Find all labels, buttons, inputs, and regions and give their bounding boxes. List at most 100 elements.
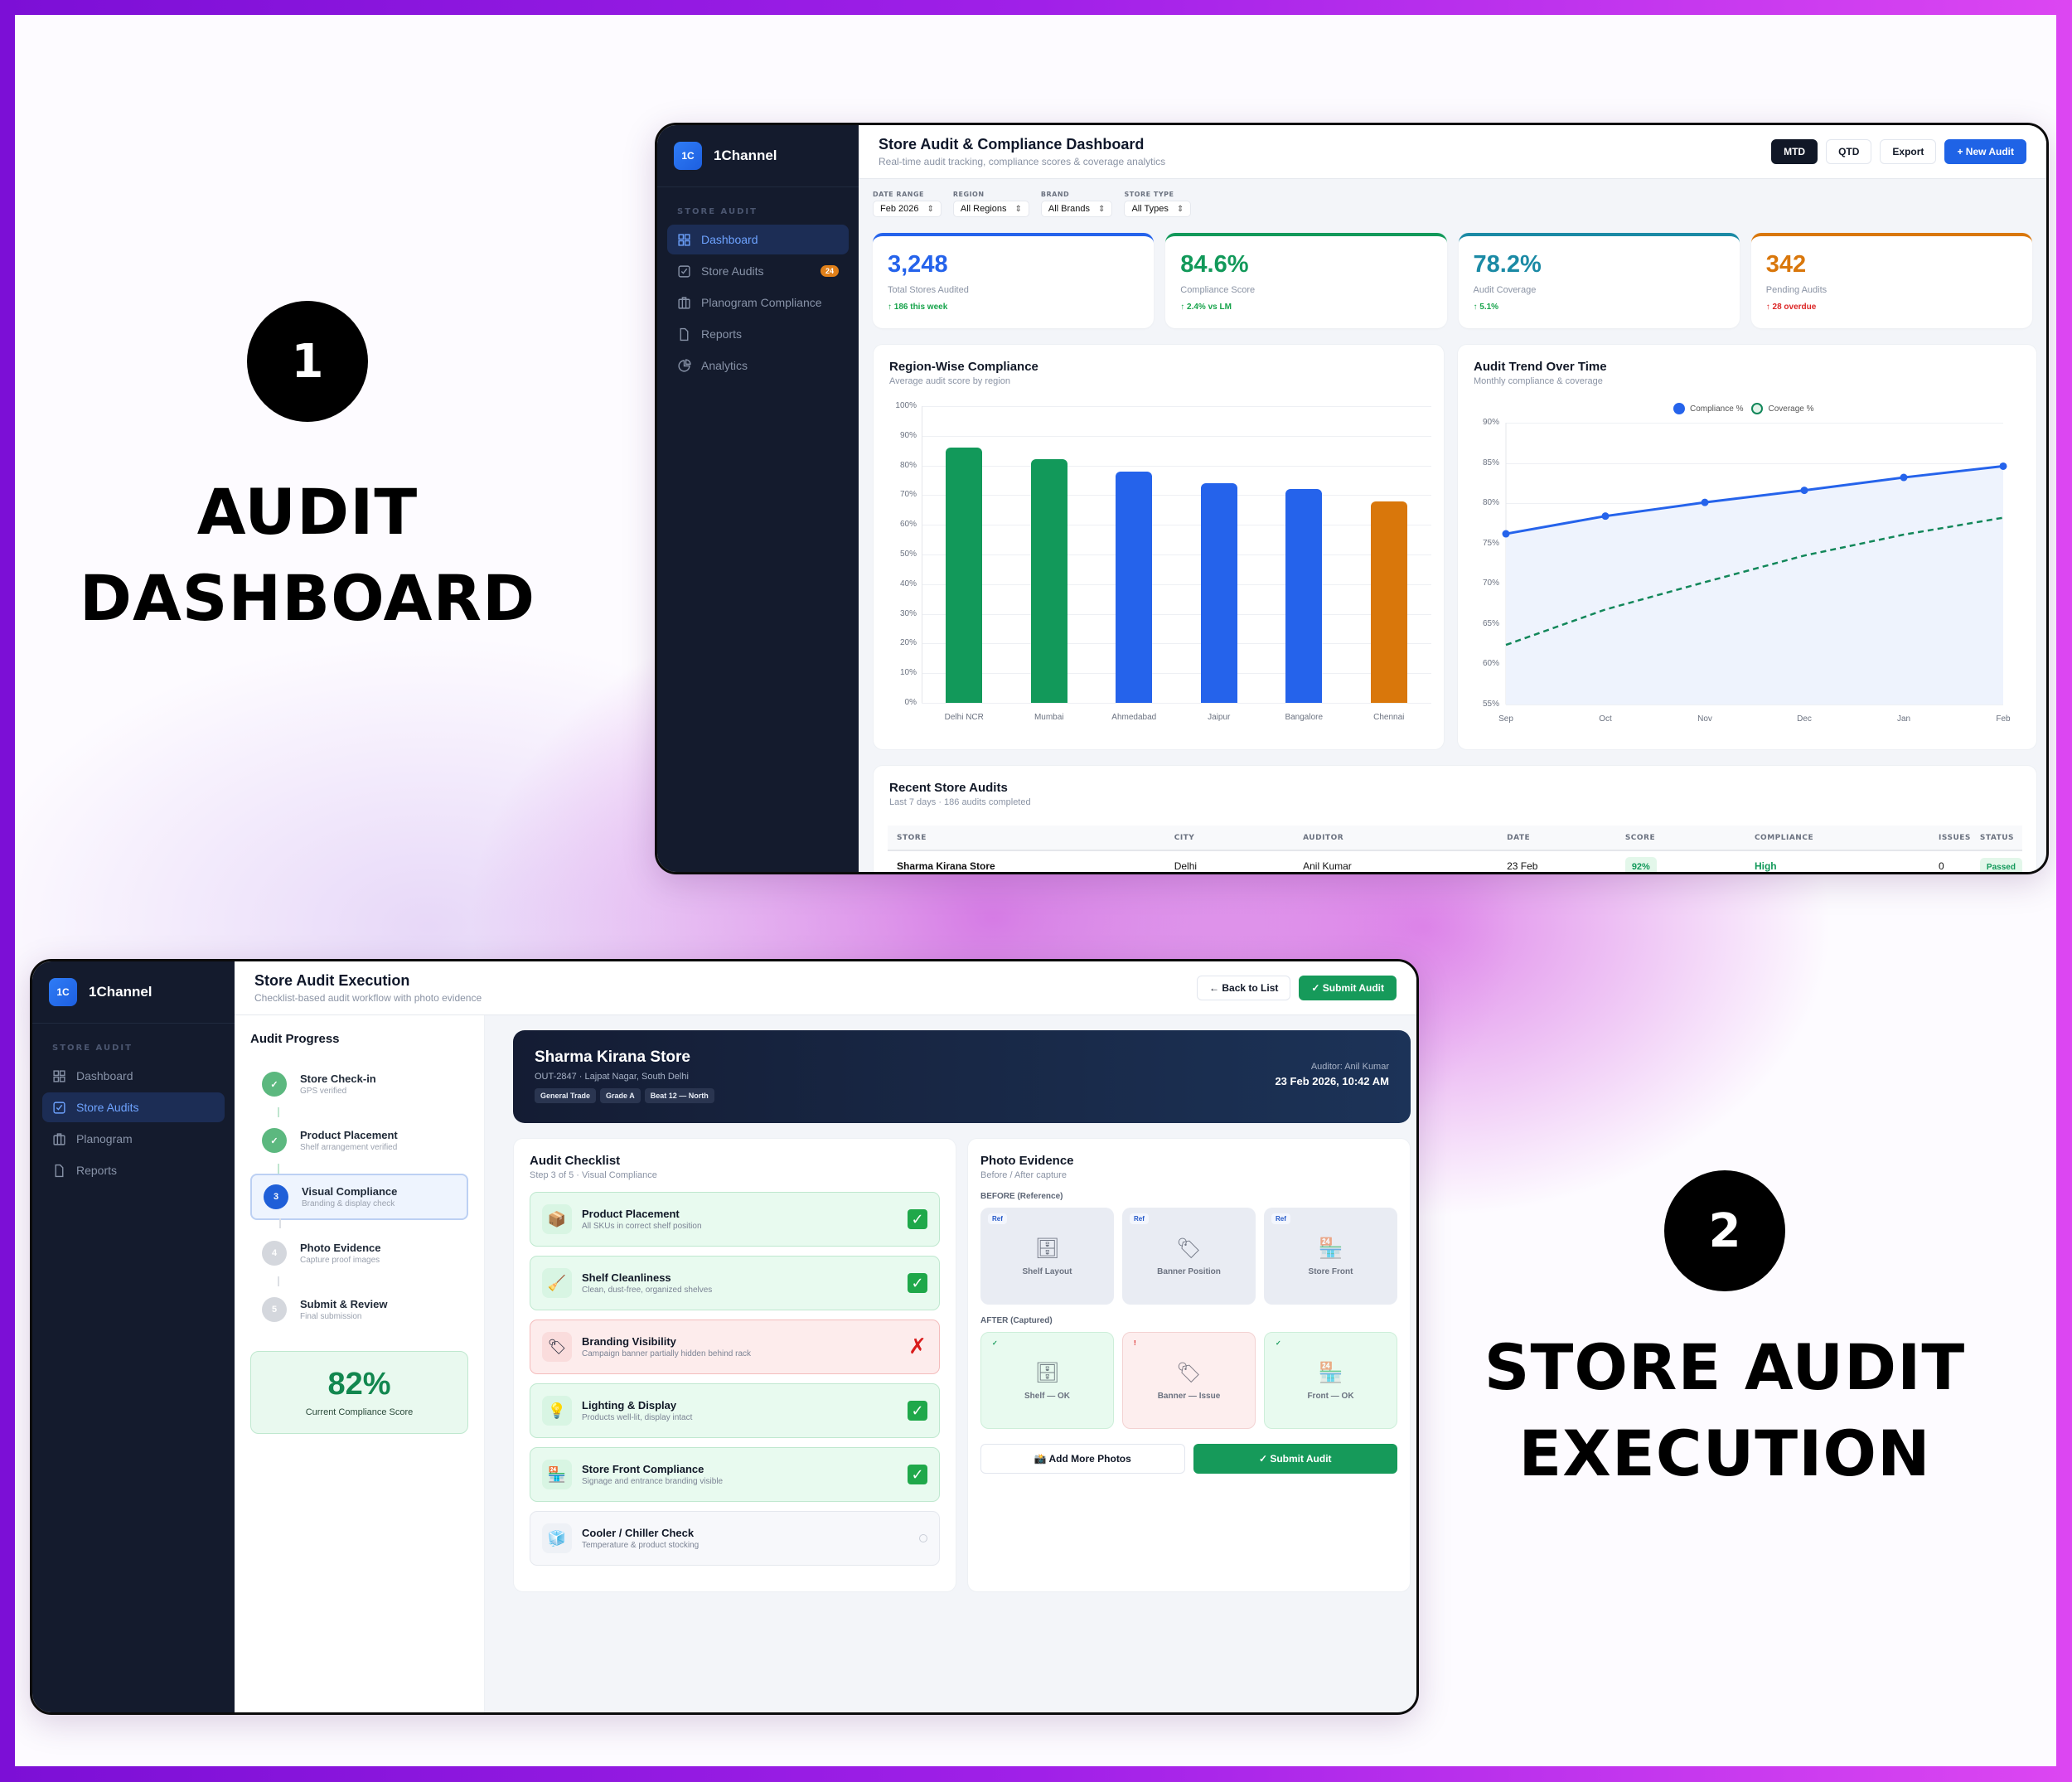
x-tick: Delhi NCR xyxy=(944,713,984,722)
y-tick: 80% xyxy=(899,460,917,470)
photo-tile[interactable]: ✓ 🗄 Shelf — OK xyxy=(980,1332,1114,1429)
checkmark-icon[interactable]: ✓ xyxy=(908,1401,927,1421)
progress-step[interactable]: ✓ Store Check-in GPS verified xyxy=(250,1061,468,1117)
sidebar-item-label: Reports xyxy=(701,327,743,341)
gridline xyxy=(922,613,1431,615)
status-badge: Passed xyxy=(1979,857,2022,872)
sidebar-item-reports[interactable]: Reports xyxy=(667,319,849,349)
sidebar-item-dashboard[interactable]: Dashboard xyxy=(42,1061,225,1091)
card-subtitle: Monthly compliance & coverage xyxy=(1474,376,1603,386)
legend-swatch xyxy=(1673,403,1685,414)
export-button[interactable]: Export xyxy=(1880,139,1937,164)
ice-cube-icon: 🧊 xyxy=(542,1523,572,1553)
photo-tile[interactable]: ✓ 🏪 Front — OK xyxy=(1264,1332,1397,1429)
sidebar-item-label: Dashboard xyxy=(701,233,758,246)
sidebar-item-reports[interactable]: Reports xyxy=(42,1155,225,1185)
period-qtd-button[interactable]: QTD xyxy=(1826,139,1872,164)
column-header[interactable]: SCORE xyxy=(1615,826,1745,851)
photo-tile[interactable]: ! 🏷 Banner — Issue xyxy=(1122,1332,1256,1429)
bar[interactable] xyxy=(1030,459,1067,703)
checkmark-icon[interactable]: ✓ xyxy=(908,1465,927,1484)
sidebar-section-label: STORE AUDIT xyxy=(52,1044,133,1053)
check-icon: ✓ xyxy=(262,1072,287,1097)
section-title: AUDIT DASHBOARD xyxy=(73,469,542,642)
sidebar-item-store-audits[interactable]: Store Audits xyxy=(42,1092,225,1122)
chart-legend: Compliance % Coverage % xyxy=(1673,403,1814,414)
sidebar-item-analytics[interactable]: Analytics xyxy=(667,351,849,380)
filter-label: DATE RANGE xyxy=(873,191,924,198)
section-number-badge: 1 xyxy=(247,301,368,422)
photo-caption: Front — OK xyxy=(1307,1391,1354,1401)
filter-select[interactable]: All Brands xyxy=(1040,201,1113,217)
bar[interactable] xyxy=(1370,501,1407,703)
tag-icon: 🏷 xyxy=(1176,1237,1202,1260)
checklist-item[interactable]: 🧹 Shelf Cleanliness Clean, dust-free, or… xyxy=(530,1256,940,1310)
sidebar-item-planogram-compliance[interactable]: Planogram Compliance xyxy=(667,288,849,317)
bar[interactable] xyxy=(1285,489,1323,703)
submit-audit-button[interactable]: ✓ Submit Audit xyxy=(1193,1444,1397,1474)
checkmark-icon[interactable]: ✓ xyxy=(908,1209,927,1229)
column-header[interactable]: DATE xyxy=(1498,826,1616,851)
before-label: BEFORE (Reference) xyxy=(980,1192,1063,1201)
audit-trend-line-chart: 55% 60% 65% 70% 75% 80% 85% 90% Sep Oct Nov Dec Jan F… xyxy=(1458,345,2036,749)
document-icon xyxy=(52,1164,66,1178)
photo-tile[interactable]: Ref 🗄 Shelf Layout xyxy=(980,1208,1114,1305)
package-icon: 📦 xyxy=(542,1204,572,1234)
step-title: Submit & Review xyxy=(300,1298,388,1310)
progress-step[interactable]: 4 Photo Evidence Capture proof images xyxy=(250,1230,468,1286)
photo-tile[interactable]: Ref 🏷 Banner Position xyxy=(1122,1208,1256,1305)
period-mtd-button[interactable]: MTD xyxy=(1771,139,1818,164)
filter-select[interactable]: All Regions xyxy=(952,201,1029,217)
store-name: Sharma Kirana Store xyxy=(535,1048,690,1066)
pending-radio-icon[interactable] xyxy=(919,1534,927,1542)
bar[interactable] xyxy=(946,448,983,703)
checkmark-icon[interactable]: ✓ xyxy=(908,1273,927,1293)
photo-tile[interactable]: Ref 🏪 Store Front xyxy=(1264,1208,1397,1305)
column-header[interactable]: STATUS xyxy=(1970,826,2022,851)
section-title-line: EXECUTION xyxy=(1518,1416,1931,1490)
checklist-item[interactable]: 🏷 Branding Visibility Campaign banner pa… xyxy=(530,1320,940,1374)
column-header[interactable]: CITY xyxy=(1164,826,1295,851)
sidebar-item-dashboard[interactable]: Dashboard xyxy=(667,225,849,254)
page-title: Store Audit Execution xyxy=(254,972,410,989)
progress-step[interactable]: ✓ Product Placement Shelf arrangement ve… xyxy=(250,1117,468,1174)
brand-logo: 1C xyxy=(674,142,702,170)
filter-select[interactable]: Feb 2026 xyxy=(873,201,942,217)
column-header[interactable]: STORE xyxy=(888,826,1165,851)
checklist-item[interactable]: 🧊 Cooler / Chiller Check Temperature & p… xyxy=(530,1511,940,1566)
column-header[interactable]: AUDITOR xyxy=(1294,826,1498,851)
progress-step[interactable]: 3 Visual Compliance Branding & display c… xyxy=(250,1174,468,1228)
add-more-photos-button[interactable]: 📸 Add More Photos xyxy=(980,1444,1185,1474)
audit-trend-card: Audit Trend Over Time Monthly compliance… xyxy=(1457,344,2037,750)
card-title: Audit Trend Over Time xyxy=(1474,360,1607,374)
filter-bar: DATE RANGE Feb 2026 REGION All Regions BRA… xyxy=(859,179,2046,217)
sidebar-item-label: Store Audits xyxy=(701,264,764,278)
kpi-value: 342 xyxy=(1765,251,1807,278)
checklist-item[interactable]: 📦 Product Placement All SKUs in correct … xyxy=(530,1192,940,1247)
step-connector xyxy=(278,1107,279,1117)
sidebar-item-store-audits[interactable]: Store Audits 24 xyxy=(667,256,849,286)
progress-step[interactable]: 5 Submit & Review Final submission xyxy=(250,1286,468,1333)
step-subtitle: GPS verified xyxy=(300,1087,347,1096)
sidebar-item-planogram[interactable]: Planogram xyxy=(42,1124,225,1154)
bar[interactable] xyxy=(1116,471,1153,703)
step-title: Photo Evidence xyxy=(300,1242,381,1254)
checklist-item[interactable]: 🏪 Store Front Compliance Signage and ent… xyxy=(530,1447,940,1502)
bar[interactable] xyxy=(1200,483,1237,703)
checklist-subtitle: Campaign banner partially hidden behind … xyxy=(582,1349,752,1358)
filter-select[interactable]: All Types xyxy=(1124,201,1192,217)
legend-swatch xyxy=(1751,403,1764,414)
showcase-canvas: 1 AUDIT DASHBOARD 2 STORE AUDIT EXECUTIO… xyxy=(15,15,2056,1766)
submit-audit-button[interactable]: ✓ Submit Audit xyxy=(1299,976,1397,1000)
checklist-item[interactable]: 💡 Lighting & Display Products well-lit, … xyxy=(530,1383,940,1438)
gridline xyxy=(922,584,1431,585)
x-tick: Nov xyxy=(1697,714,1712,724)
back-to-list-button[interactable]: ← Back to List xyxy=(1197,976,1291,1000)
kpi-card: 3,248 Total Stores Audited ↑ 186 this we… xyxy=(873,233,1155,328)
cross-icon[interactable]: ✗ xyxy=(908,1334,927,1359)
new-audit-button[interactable]: + New Audit xyxy=(1944,139,2026,164)
photo-evidence-card: Photo Evidence Before / After capture BE… xyxy=(967,1138,1411,1592)
column-header[interactable]: ISSUES xyxy=(1929,826,1971,851)
table-row[interactable]: Sharma Kirana Store Delhi Anil Kumar 23 … xyxy=(888,850,2022,872)
column-header[interactable]: COMPLIANCE xyxy=(1745,826,1930,851)
